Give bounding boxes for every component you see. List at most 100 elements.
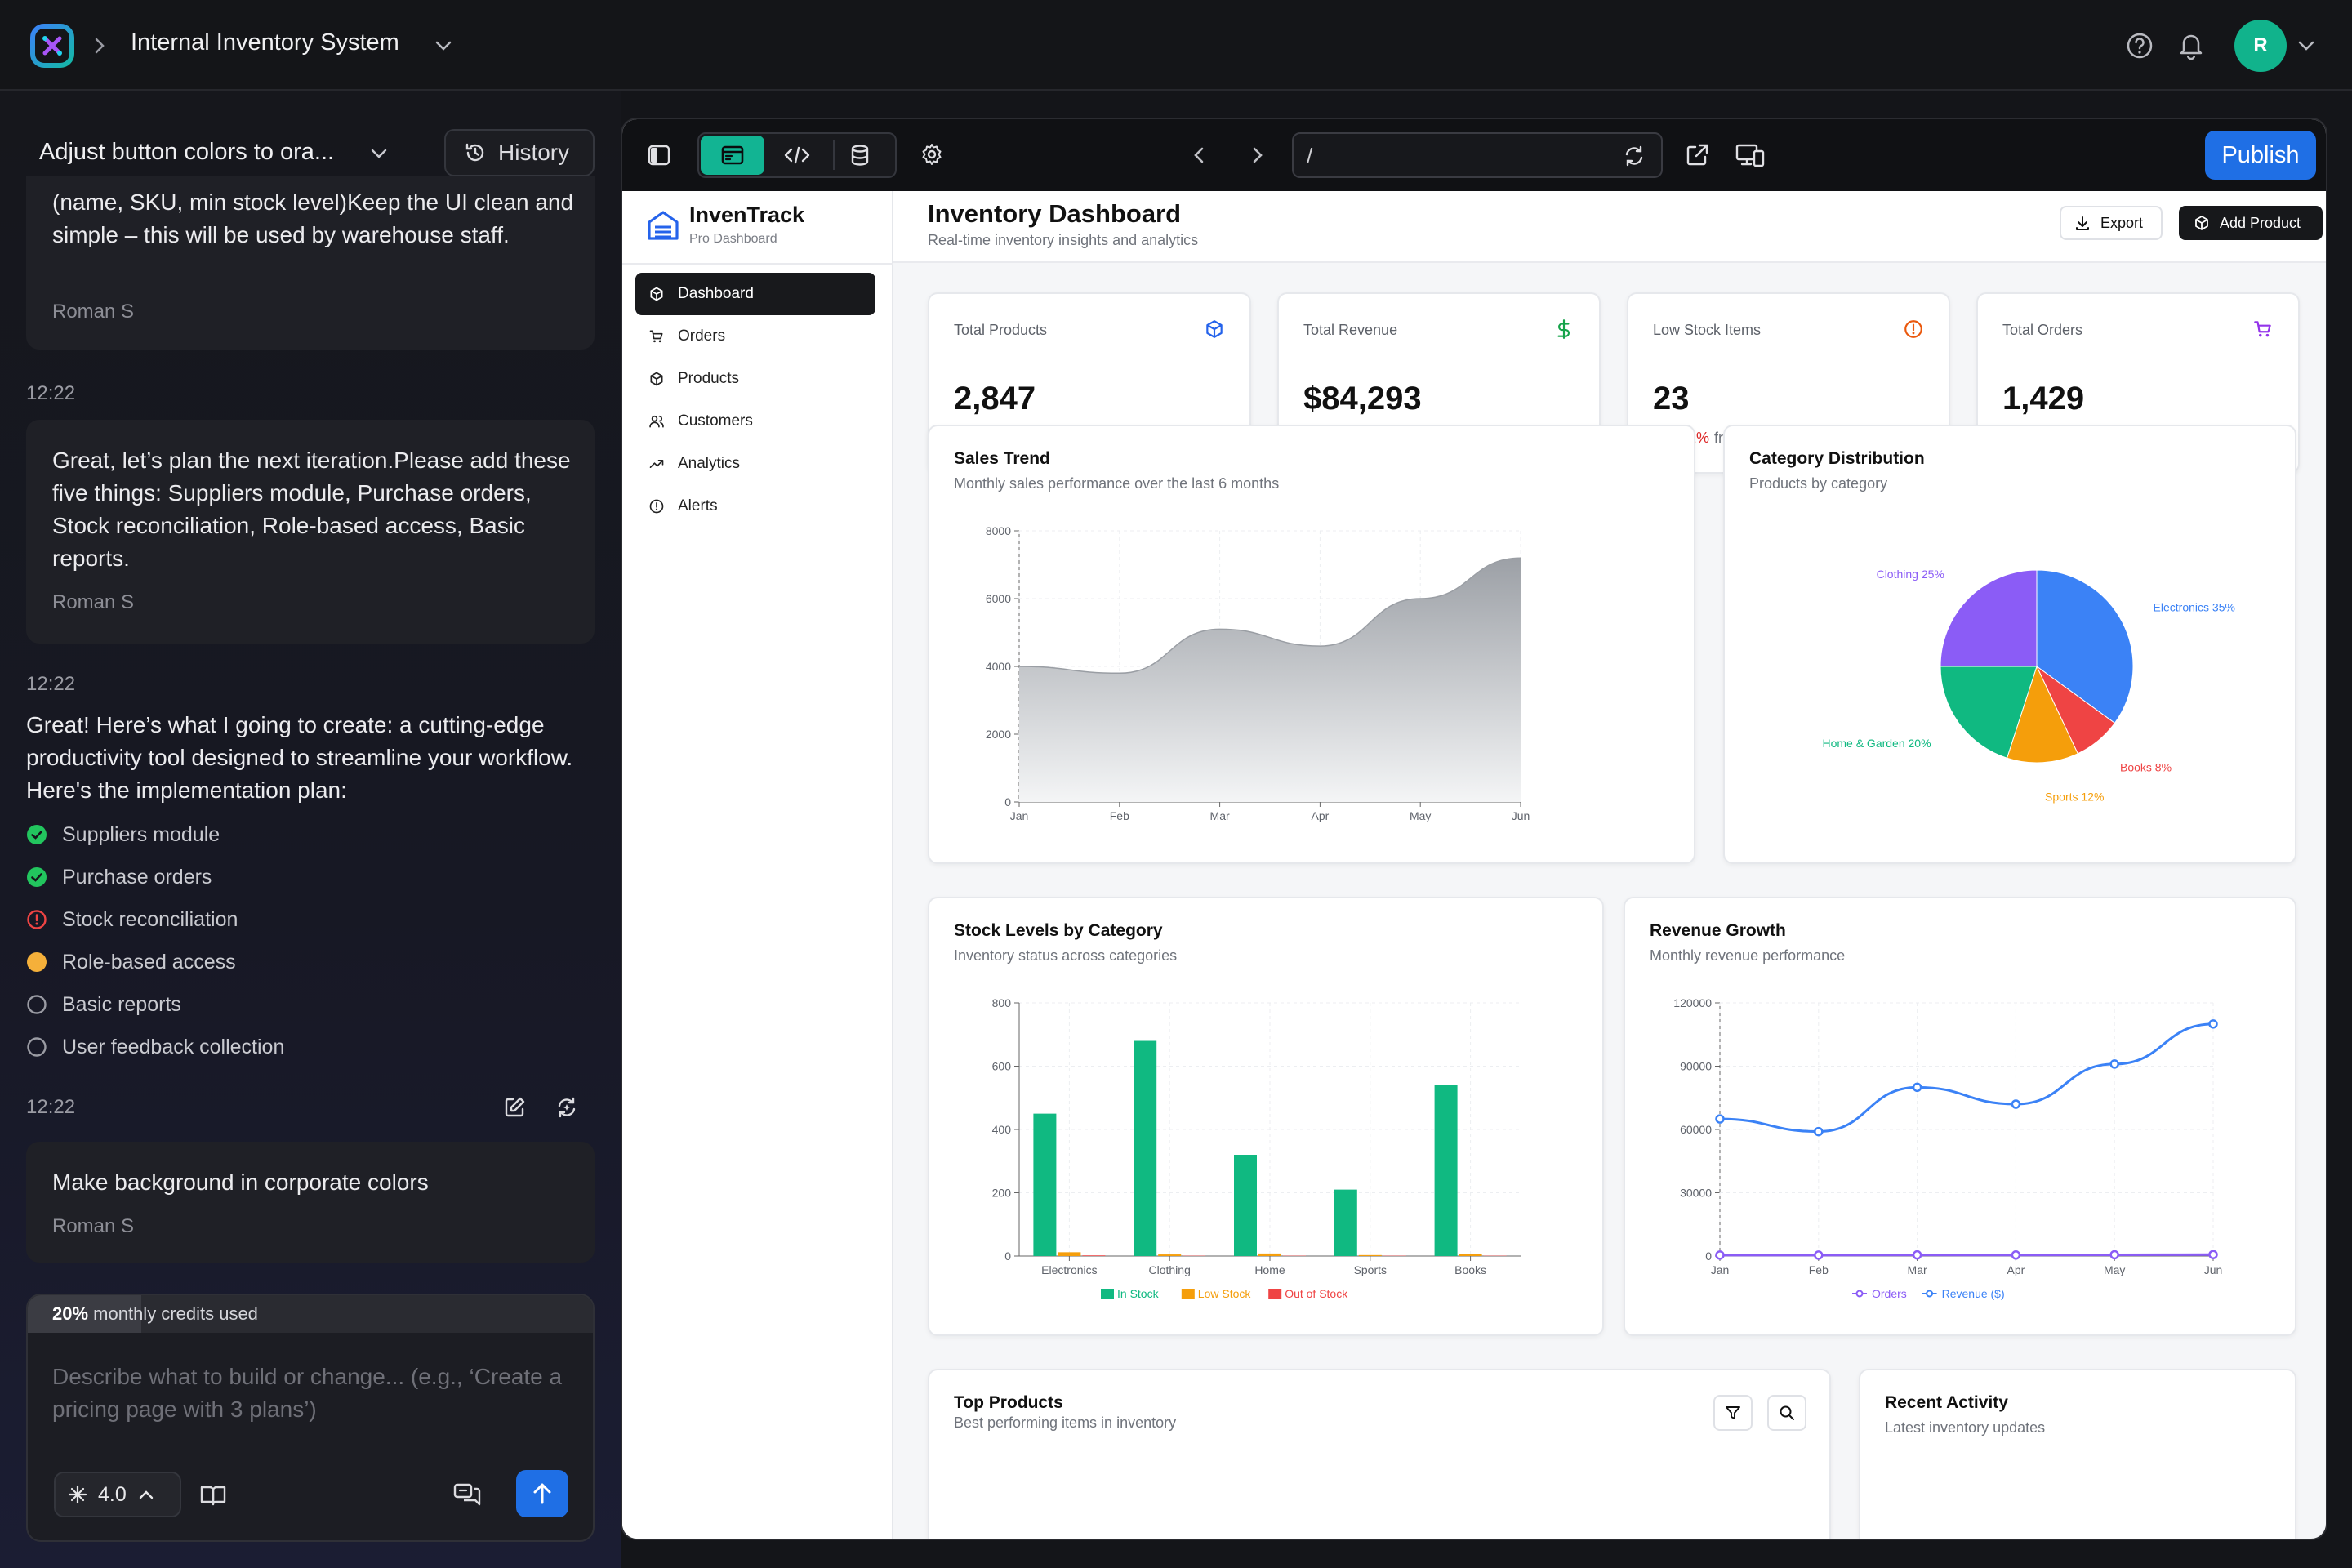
sidebar-item-products[interactable]: Products <box>635 358 875 400</box>
responsive-devices-icon[interactable] <box>1735 142 1766 168</box>
x-tick-label: Books <box>1454 1263 1486 1276</box>
chevron-up-icon <box>139 1490 153 1499</box>
url-bar[interactable]: / <box>1292 132 1663 178</box>
progress-dot-icon <box>27 952 47 972</box>
legend-marker <box>1855 1290 1864 1298</box>
stat-label: Total Orders <box>2002 322 2083 338</box>
x-tick-label: Clothing <box>1149 1263 1191 1276</box>
check-circle-icon <box>27 825 47 844</box>
chat-mode-icon[interactable] <box>452 1481 483 1509</box>
model-select[interactable]: 4.0 <box>54 1472 181 1517</box>
chat-title[interactable]: Adjust button colors to ora... <box>39 139 335 165</box>
sidebar-item-alerts[interactable]: Alerts <box>635 485 875 528</box>
url-input[interactable]: / <box>1307 144 1313 168</box>
chevron-down-icon[interactable] <box>2295 38 2318 54</box>
code-mode-button[interactable] <box>771 140 823 170</box>
slice-label: Clothing 25% <box>1877 568 1944 581</box>
revenue-growth-card: Revenue Growth Monthly revenue performan… <box>1624 897 2296 1336</box>
publish-button[interactable]: Publish <box>2205 131 2316 180</box>
revenue-line-chart: 0 30000 60000 90000 120000 Jan Feb Mar Apr May Jun… <box>1673 996 2222 1300</box>
book-icon[interactable] <box>199 1483 227 1508</box>
pie-slice <box>1940 666 2038 759</box>
help-icon[interactable] <box>2125 31 2154 60</box>
sidebar-item-label: Customers <box>678 412 753 430</box>
back-icon[interactable] <box>1189 144 1209 167</box>
check-circle-icon <box>27 867 47 887</box>
trend-icon <box>649 460 664 468</box>
recent-activity-card: Recent Activity Latest inventory updates <box>1859 1369 2296 1539</box>
x-tick-label: Apr <box>2007 1263 2025 1276</box>
page-title: Inventory Dashboard <box>928 199 1182 228</box>
history-button[interactable]: History <box>444 129 595 176</box>
preview-mode-button[interactable] <box>701 136 764 175</box>
database-mode-button[interactable] <box>833 140 885 170</box>
refresh-icon[interactable] <box>1622 144 1646 168</box>
message-time: 12:22 <box>26 382 76 404</box>
bar <box>1258 1253 1281 1256</box>
export-button[interactable]: Export <box>2060 206 2163 240</box>
credits-rest: monthly credits used <box>88 1303 258 1324</box>
history-label: History <box>498 140 570 165</box>
y-tick-label: 2000 <box>986 728 1011 741</box>
data-point <box>1715 1114 1725 1124</box>
bell-icon[interactable] <box>2177 30 2205 60</box>
y-tick-label: 8000 <box>986 524 1011 537</box>
regenerate-icon[interactable] <box>554 1094 580 1120</box>
y-tick-label: 400 <box>992 1123 1012 1136</box>
code-icon <box>784 146 810 164</box>
chevron-down-icon[interactable] <box>368 145 390 163</box>
x-tick-label: Home <box>1254 1263 1285 1276</box>
credits-bar: 20% monthly credits used <box>28 1295 593 1333</box>
message-author: Roman S <box>52 591 135 613</box>
plan-item-label: Suppliers module <box>62 822 220 846</box>
card-title: Stock Levels by Category <box>954 921 1163 940</box>
history-icon <box>466 143 484 162</box>
forward-icon[interactable] <box>1248 144 1267 167</box>
external-link-icon[interactable] <box>1684 142 1710 168</box>
add-product-button[interactable]: Add Product <box>2179 206 2323 240</box>
card-subtitle: Monthly sales performance over the last … <box>954 475 1280 492</box>
gear-icon[interactable] <box>920 142 944 167</box>
project-name[interactable]: Internal Inventory System <box>131 29 399 56</box>
warehouse-icon <box>645 207 681 243</box>
prompt-input[interactable]: Describe what to build or change... (e.g… <box>52 1364 563 1422</box>
x-tick-label: Jan <box>1010 809 1029 822</box>
sidebar-item-label: Alerts <box>678 497 718 514</box>
message-time: 12:22 <box>26 1096 76 1118</box>
arrow-up-icon <box>533 1483 551 1504</box>
box-icon <box>1206 320 1223 338</box>
sidebar-toggle-icon[interactable] <box>647 144 671 167</box>
plan-item-label: Role-based access <box>62 950 236 973</box>
data-point <box>2208 1019 2218 1029</box>
bar <box>1158 1254 1182 1256</box>
slice-label: Home & Garden 20% <box>1822 737 1931 750</box>
top-products-card: Top Products Best performing items in in… <box>928 1369 1831 1539</box>
card-subtitle: Latest inventory updates <box>1885 1419 2046 1436</box>
bar <box>1082 1255 1106 1256</box>
sidebar-item-customers[interactable]: Customers <box>635 400 875 443</box>
sidebar-item-dashboard[interactable]: Dashboard <box>635 273 875 315</box>
box-icon <box>650 287 663 301</box>
x-tick-label: Feb <box>1809 1263 1829 1276</box>
send-button[interactable] <box>516 1470 568 1517</box>
chevron-down-icon[interactable] <box>431 36 456 56</box>
sidebar-item-orders[interactable]: Orders <box>635 315 875 358</box>
y-tick-label: 30000 <box>1680 1187 1712 1200</box>
app-sidebar: InvenTrack Pro Dashboard Dashboard Orders… <box>622 191 893 1539</box>
page-subtitle: Real-time inventory insights and analyti… <box>928 232 1199 248</box>
y-tick-label: 120000 <box>1673 996 1712 1009</box>
credits-text: 20% monthly credits used <box>52 1303 258 1325</box>
filter-button[interactable] <box>1713 1395 1753 1431</box>
search-button[interactable] <box>1767 1395 1806 1431</box>
export-label: Export <box>2100 214 2144 231</box>
app-logo-icon[interactable] <box>29 23 75 69</box>
brand-name: InvenTrack <box>689 203 805 227</box>
avatar[interactable]: R <box>2234 20 2287 72</box>
x-tick-label: Electronics <box>1041 1263 1097 1276</box>
x-tick-label: Jan <box>1711 1263 1730 1276</box>
card-title: Revenue Growth <box>1650 921 1786 940</box>
x-tick-label: Mar <box>1210 809 1230 822</box>
x-tick-label: Mar <box>1908 1263 1927 1276</box>
edit-icon[interactable] <box>501 1094 528 1120</box>
sidebar-item-analytics[interactable]: Analytics <box>635 443 875 485</box>
